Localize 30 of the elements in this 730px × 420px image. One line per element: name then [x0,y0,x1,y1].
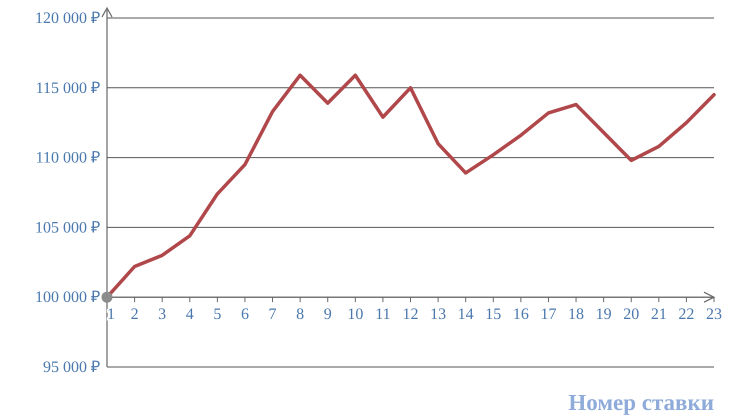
x-tick-label: 23 [706,306,722,324]
x-tick-label: 7 [268,306,277,324]
x-tick-label: 1 [107,306,115,324]
x-tick-label: 6 [240,306,249,324]
x-tick-label: 13 [430,306,446,324]
x-tick-label: 11 [375,306,391,324]
x-tick-label: 17 [540,306,556,324]
x-tick-label: 10 [347,306,364,324]
x-tick-label: 18 [568,306,584,324]
x-tick-label: 20 [623,306,640,324]
x-tick-label: 22 [678,306,694,324]
y-tick-label: 100 000 ₽ [35,289,100,306]
y-tick-label: 95 000 ₽ [43,359,100,376]
y-tick-label: 120 000 ₽ [35,10,100,27]
y-tick-label: 110 000 ₽ [36,150,100,167]
x-tick-label: 3 [158,306,166,324]
x-tick-label: 16 [512,306,529,324]
x-tick-label: 19 [596,306,612,324]
x-tick-label: 9 [324,306,332,324]
x-tick-label: 8 [296,306,304,324]
x-tick-label: 4 [186,306,194,324]
x-tick-label: 5 [213,306,222,324]
x-tick-label: 15 [485,306,502,324]
x-axis-title: Номер ставки [568,390,714,415]
y-tick-label: 115 000 ₽ [36,80,100,97]
y-tick-label: 105 000 ₽ [35,219,100,236]
x-tick-label: 14 [458,306,474,324]
x-tick-label: 2 [130,306,139,324]
x-tick-label: 12 [402,306,418,324]
x-tick-label: 21 [650,306,667,324]
